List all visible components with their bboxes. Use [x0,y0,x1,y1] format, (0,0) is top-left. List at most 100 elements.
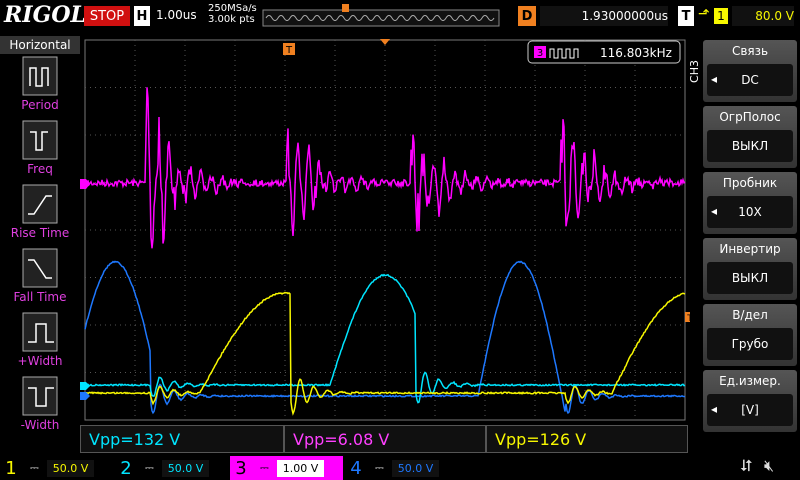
menu-icon [22,120,58,160]
left-menu-label: -Width [20,418,60,432]
icon-frame [22,312,58,352]
center-marker [380,39,390,45]
right-menu-button[interactable]: Инвертир ВЫКЛ [703,238,797,300]
sample-rate: 250MSa/s [208,3,257,14]
left-menu-title: Horizontal [0,36,80,54]
channel-scale: 1.00 V [276,459,325,477]
ch3-waveform [84,87,686,249]
memory-overview [262,4,500,27]
waveforms [84,87,686,416]
menu-icon [22,56,58,96]
right-menu-title: CH3 [688,60,701,83]
trigger-top-bg [283,43,295,55]
waveform-area: T T 3 2 4 3 116.803kHz [80,39,690,421]
icon-frame [22,120,58,160]
right-menu-value: Грубо [707,328,793,360]
right-menu-button[interactable]: ОгрПолос ВЫКЛ [703,106,797,168]
right-menu-button[interactable]: Связь DC ◂ [703,40,797,102]
right-menu-button[interactable]: Ед.измер. [V] ◂ [703,370,797,432]
counter-channel: 3 [537,48,543,59]
channel-scale: 50.0 V [46,459,95,477]
left-menu-label: Freq [27,162,53,176]
coupling-icon: ⎓ [30,461,39,474]
right-menu-label: Инвертир [719,242,781,256]
icon-glyph [28,195,52,215]
icon-glyph [28,259,52,279]
icon-frame [22,376,58,416]
counter-value: 116.803kHz [600,46,672,60]
menu-icon [22,248,58,288]
menu-icon [22,184,58,224]
timebase-label: H [134,6,150,26]
icon-glyph [30,131,48,151]
measurement: Vpp=132 V [80,425,284,453]
right-menu-label: Пробник [722,176,778,190]
channel-number: 3 [235,457,247,479]
right-menu-button[interactable]: В/дел Грубо [703,304,797,366]
usb-icon: ⮃ [740,456,753,475]
channel-number: 4 [350,457,362,479]
channel-scale: 50.0 V [391,459,440,477]
left-menu-button[interactable]: Fall Time [0,248,80,314]
timebase: 1.00us [156,8,197,22]
channel-number: 1 [5,457,17,479]
left-menu-button[interactable]: Rise Time [0,184,80,250]
right-menu-value: ВЫКЛ [707,130,793,162]
menu-icon [22,376,58,416]
right-menu-value: ВЫКЛ [707,262,793,294]
trigger-level-marker [685,312,690,322]
channel-scale: 50.0 V [161,459,210,477]
icon-glyph [28,323,54,343]
right-menu-value: 10X [707,196,793,228]
trigger-source: 1 [714,8,728,24]
brand: RIGOL [4,2,86,28]
arrow-icon: ◂ [711,402,718,416]
right-menu-label: ОгрПолос [719,110,781,124]
trigger-level: 80.0 V [732,6,794,26]
icon-glyph [28,387,54,407]
left-menu-button[interactable]: -Width [0,376,80,442]
right-menu-value: [V] [707,394,793,426]
coupling-icon: ⎓ [145,461,154,474]
left-menu-button[interactable]: Freq [0,120,80,186]
right-menu-label: Ед.измер. [719,374,781,388]
right-menu-value: DC [707,64,793,96]
left-menu-label: +Width [17,354,63,368]
left-menu-label: Rise Time [10,226,70,240]
right-menu-button[interactable]: Пробник 10X ◂ [703,172,797,234]
menu-icon [22,312,58,352]
trigger-right-marker: T [686,314,690,324]
channel-number: 2 [120,457,132,479]
arrow-icon: ◂ [711,204,718,218]
ch4-waveform [84,260,686,415]
channel-indicator[interactable]: 4 ⎓ 50.0 V [345,456,458,480]
sound-icon: 🔇︎ [764,456,775,475]
channel-indicator[interactable]: 2 ⎓ 50.0 V [115,456,228,480]
coupling-icon: ⎓ [260,461,269,474]
trigger-edge-icon: ⬏ [698,6,710,22]
left-menu-label: Period [21,98,59,112]
grid [85,40,685,420]
ch1-waveform [84,291,686,416]
trigger-top-marker: T [285,45,293,56]
run-status[interactable]: STOP [84,6,130,26]
delay-label: D [518,6,536,26]
delay: 1.93000000us [540,6,668,26]
ch2-waveform [84,273,686,404]
left-menu-button[interactable]: +Width [0,312,80,378]
memory-depth: 3.00k pts [208,14,255,25]
right-menu-label: Связь [731,44,769,58]
channel-indicator[interactable]: 3 ⎓ 1.00 V [230,456,343,480]
measurement: Vpp=126 V [486,425,688,453]
arrow-icon: ◂ [711,72,718,86]
acquisition: 250MSa/s 3.00k pts [208,3,257,25]
trigger-label: T [678,6,694,26]
icon-frame [22,56,58,96]
right-menu-label: В/дел [732,308,768,322]
measurement: Vpp=6.08 V [284,425,486,453]
channel-indicator[interactable]: 1 ⎓ 50.0 V [0,456,113,480]
icon-glyph [29,67,49,87]
left-menu-button[interactable]: Period [0,56,80,122]
left-menu-label: Fall Time [13,290,67,304]
